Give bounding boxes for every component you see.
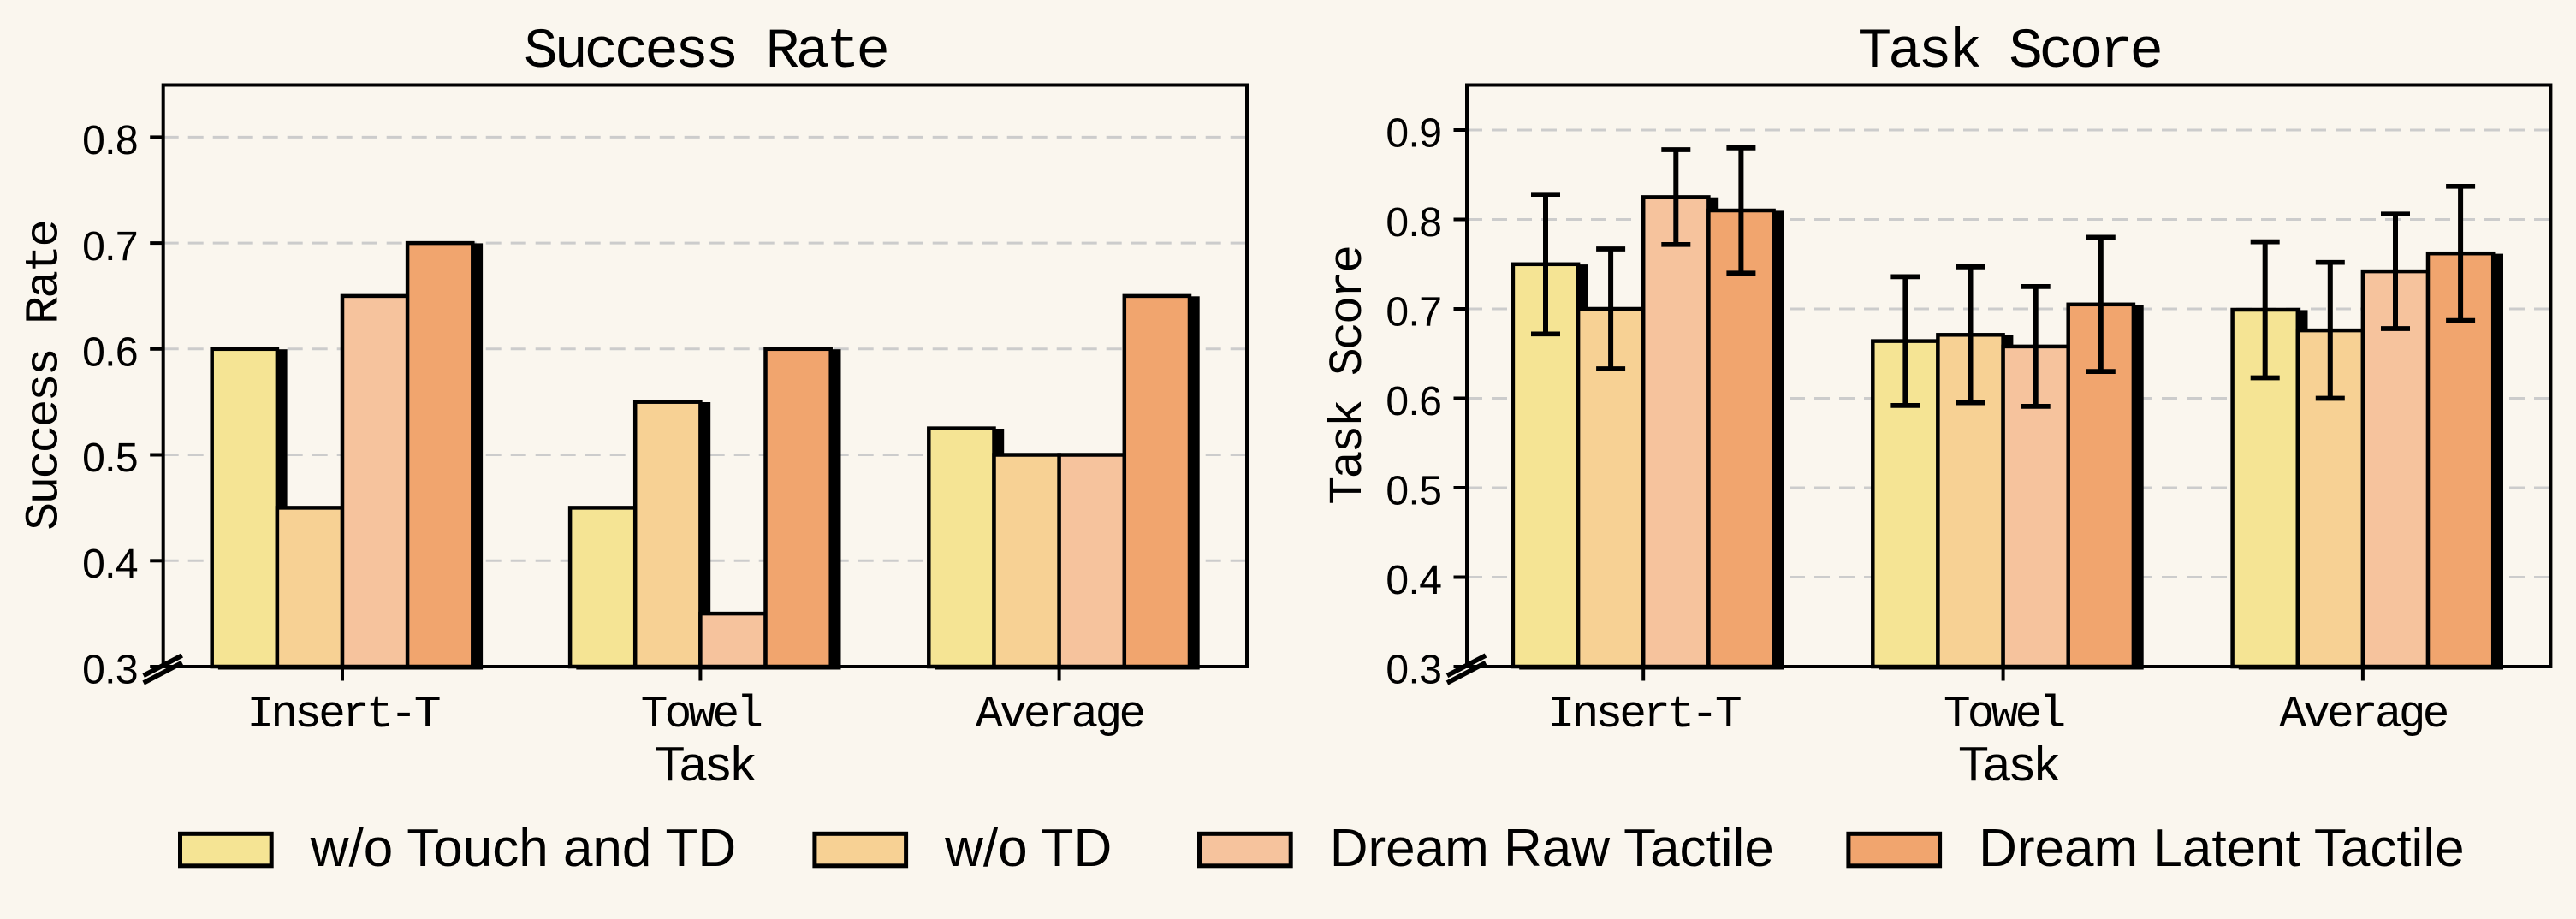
- svg-text:Dream Latent Tactile: Dream Latent Tactile: [1979, 819, 2464, 878]
- svg-text:Task Score: Task Score: [1321, 247, 1375, 505]
- svg-text:Average: Average: [2279, 689, 2447, 740]
- svg-text:w/o TD: w/o TD: [944, 819, 1112, 878]
- svg-text:0.8: 0.8: [1386, 200, 1441, 246]
- svg-text:0.6: 0.6: [82, 330, 138, 376]
- svg-text:Insert-T: Insert-T: [1548, 689, 1741, 740]
- svg-text:Average: Average: [976, 689, 1143, 740]
- svg-text:Task: Task: [1959, 737, 2060, 792]
- svg-text:Towel: Towel: [1944, 689, 2064, 740]
- svg-text:0.6: 0.6: [1386, 379, 1441, 424]
- svg-text:0.7: 0.7: [1386, 290, 1441, 335]
- svg-text:0.4: 0.4: [1386, 558, 1441, 603]
- svg-text:0.5: 0.5: [1386, 469, 1441, 514]
- svg-text:Insert-T: Insert-T: [246, 689, 439, 740]
- svg-text:Dream Raw Tactile: Dream Raw Tactile: [1330, 819, 1774, 878]
- svg-text:0.4: 0.4: [82, 542, 138, 587]
- svg-text:Towel: Towel: [641, 689, 762, 740]
- svg-text:0.8: 0.8: [82, 118, 138, 163]
- svg-text:0.5: 0.5: [82, 436, 138, 481]
- svg-text:0.3: 0.3: [1386, 648, 1441, 693]
- svg-text:0.3: 0.3: [82, 648, 138, 693]
- svg-text:0.9: 0.9: [1386, 111, 1441, 157]
- svg-text:Success Rate: Success Rate: [524, 20, 887, 84]
- svg-text:Task: Task: [655, 737, 756, 792]
- svg-text:Success Rate: Success Rate: [18, 222, 72, 531]
- svg-text:Task Score: Task Score: [1858, 20, 2161, 84]
- svg-text:0.7: 0.7: [82, 224, 138, 270]
- svg-text:w/o Touch and TD: w/o Touch and TD: [310, 819, 736, 878]
